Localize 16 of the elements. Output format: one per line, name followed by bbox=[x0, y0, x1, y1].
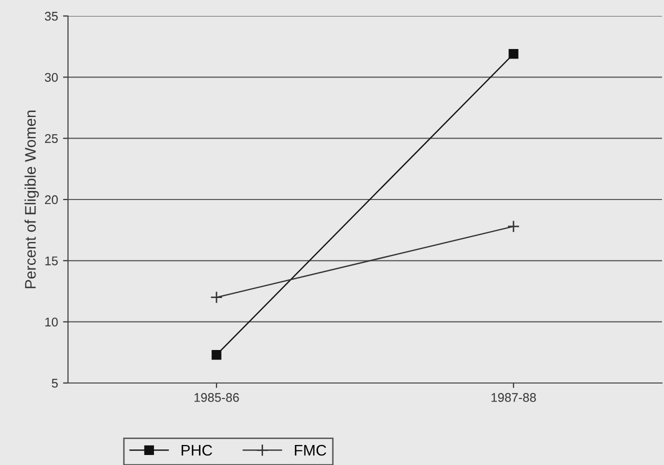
point bbox=[210, 291, 223, 304]
y-tick-label: 20 bbox=[45, 195, 58, 204]
point bbox=[507, 220, 520, 233]
y-axis-title: Percent of Eligible Women bbox=[24, 110, 39, 288]
y-tick-label: 5 bbox=[52, 378, 58, 388]
point bbox=[212, 350, 222, 360]
y-tick-label: 15 bbox=[45, 256, 58, 266]
y-tick-label: 35 bbox=[44, 12, 58, 21]
y-tick-label: 30 bbox=[44, 72, 58, 82]
point bbox=[508, 49, 518, 59]
x-tick-label: 1985-86 bbox=[194, 393, 239, 402]
y-tick-label: 10 bbox=[45, 318, 58, 326]
legend-label: FMC bbox=[294, 444, 326, 456]
legend-label: PHC bbox=[182, 444, 212, 456]
x-tick-label: 1987-88 bbox=[492, 393, 536, 402]
y-tick-label: 25 bbox=[45, 134, 58, 143]
